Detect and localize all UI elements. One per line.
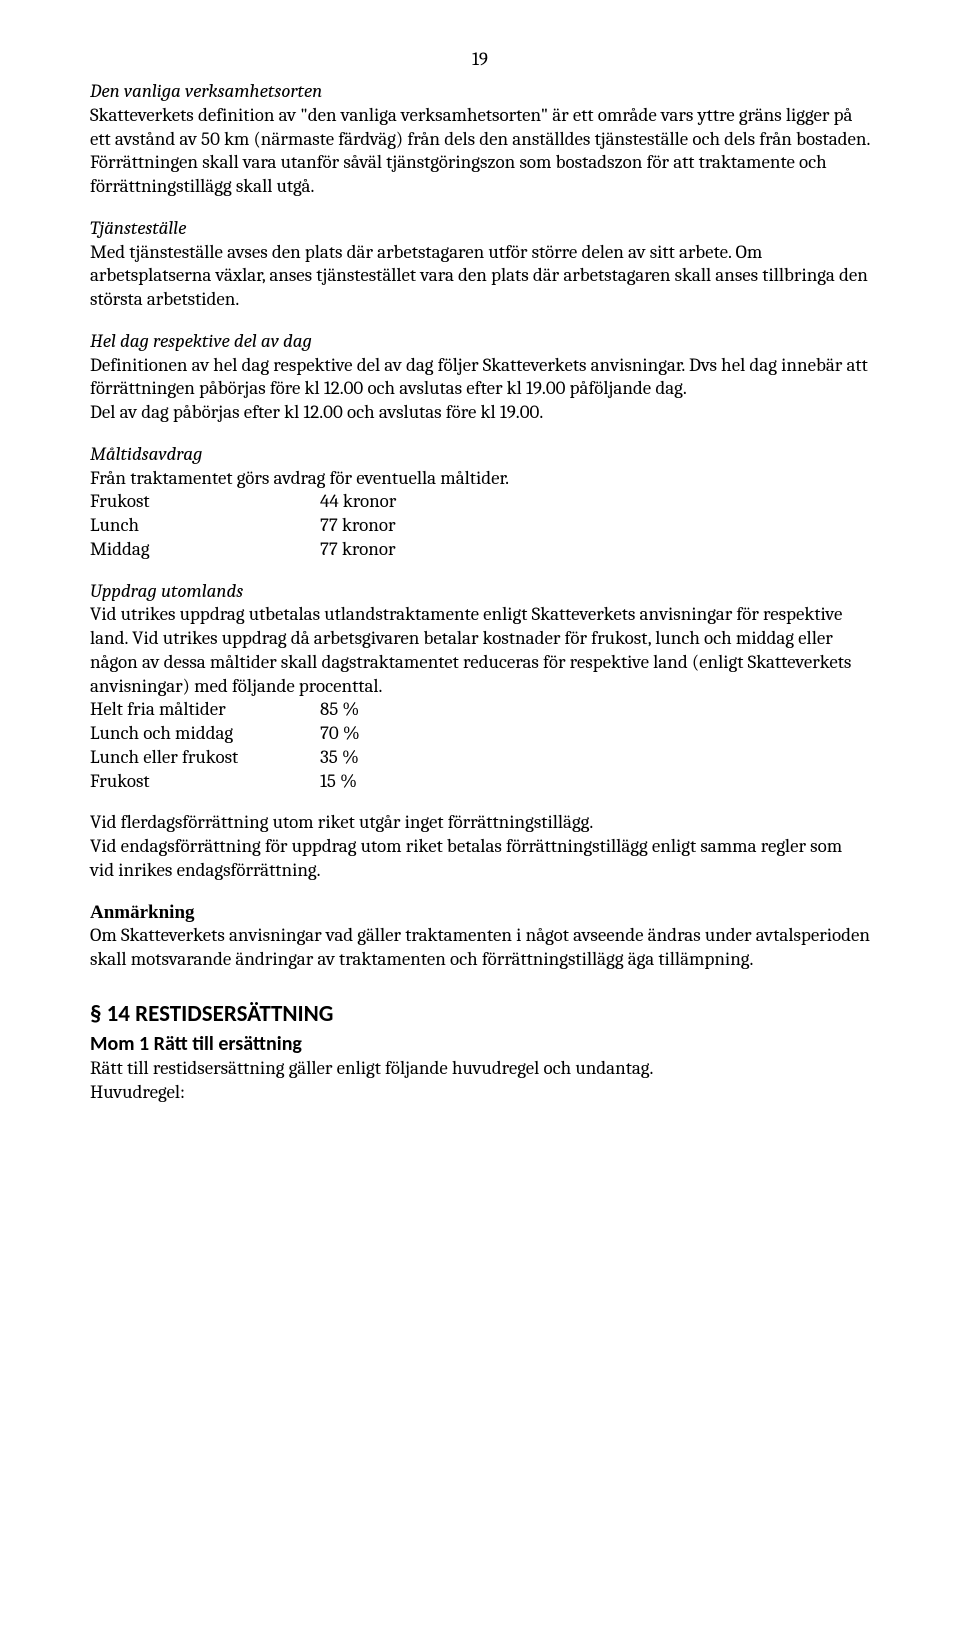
table-row: Lunch och middag 70 % — [90, 722, 870, 746]
row-key: Frukost — [90, 770, 320, 794]
paragraph: Vid flerdagsförrättning utom riket utgår… — [90, 811, 870, 835]
anmarkning-body: Om Skatteverkets anvisningar vad gäller … — [90, 924, 870, 972]
section-heading: Den vanliga verksamhetsorten — [90, 80, 870, 104]
table-row: Helt fria måltider 85 % — [90, 698, 870, 722]
section-body: Från traktamentet görs avdrag för eventu… — [90, 467, 870, 491]
table-row: Frukost 44 kronor — [90, 490, 870, 514]
paragraph: Vid endagsförrättning för uppdrag utom r… — [90, 835, 870, 883]
section-body: Vid utrikes uppdrag utbetalas utlandstra… — [90, 603, 870, 698]
row-value: 15 % — [320, 770, 357, 794]
mom-1-body: Rätt till restidsersättning gäller enlig… — [90, 1057, 870, 1081]
section-uppdrag-utomlands: Uppdrag utomlands Vid utrikes uppdrag ut… — [90, 580, 870, 794]
row-value: 35 % — [320, 746, 359, 770]
section-body: Definitionen av hel dag respektive del a… — [90, 354, 870, 402]
row-key: Lunch — [90, 514, 320, 538]
row-value: 85 % — [320, 698, 359, 722]
section-body: Med tjänsteställe avses den plats där ar… — [90, 241, 870, 312]
meal-deduction-table: Frukost 44 kronor Lunch 77 kronor Middag… — [90, 490, 870, 561]
section-body: Skatteverkets definition av "den vanliga… — [90, 104, 870, 199]
row-value: 77 kronor — [320, 514, 396, 538]
section-flerdag-endag: Vid flerdagsförrättning utom riket utgår… — [90, 811, 870, 882]
section-heading: Hel dag respektive del av dag — [90, 330, 870, 354]
section-heading: Måltidsavdrag — [90, 443, 870, 467]
abroad-reduction-table: Helt fria måltider 85 % Lunch och middag… — [90, 698, 870, 793]
section-14-title: § 14 RESTIDSERSÄTTNING — [90, 1000, 870, 1028]
section-heading: Uppdrag utomlands — [90, 580, 870, 604]
document-page: 19 Den vanliga verksamhetsorten Skatteve… — [0, 0, 960, 1643]
table-row: Lunch 77 kronor — [90, 514, 870, 538]
mom-1-title: Mom 1 Rätt till ersättning — [90, 1032, 870, 1057]
table-row: Lunch eller frukost 35 % — [90, 746, 870, 770]
row-key: Lunch eller frukost — [90, 746, 320, 770]
section-hel-dag: Hel dag respektive del av dag Definition… — [90, 330, 870, 425]
mom-1-lead: Huvudregel: — [90, 1081, 870, 1105]
row-key: Frukost — [90, 490, 320, 514]
section-maltidsavdrag: Måltidsavdrag Från traktamentet görs avd… — [90, 443, 870, 562]
table-row: Frukost 15 % — [90, 770, 870, 794]
section-tjanstestalle: Tjänsteställe Med tjänsteställe avses de… — [90, 217, 870, 312]
row-value: 70 % — [320, 722, 360, 746]
section-heading: Tjänsteställe — [90, 217, 870, 241]
row-key: Helt fria måltider — [90, 698, 320, 722]
table-row: Middag 77 kronor — [90, 538, 870, 562]
page-number: 19 — [90, 48, 870, 70]
row-key: Lunch och middag — [90, 722, 320, 746]
section-body: Del av dag påbörjas efter kl 12.00 och a… — [90, 401, 870, 425]
row-key: Middag — [90, 538, 320, 562]
anmarkning-heading: Anmärkning — [90, 901, 870, 925]
row-value: 77 kronor — [320, 538, 396, 562]
section-vanliga-verksamhetsorten: Den vanliga verksamhetsorten Skatteverke… — [90, 80, 870, 199]
row-value: 44 kronor — [320, 490, 396, 514]
